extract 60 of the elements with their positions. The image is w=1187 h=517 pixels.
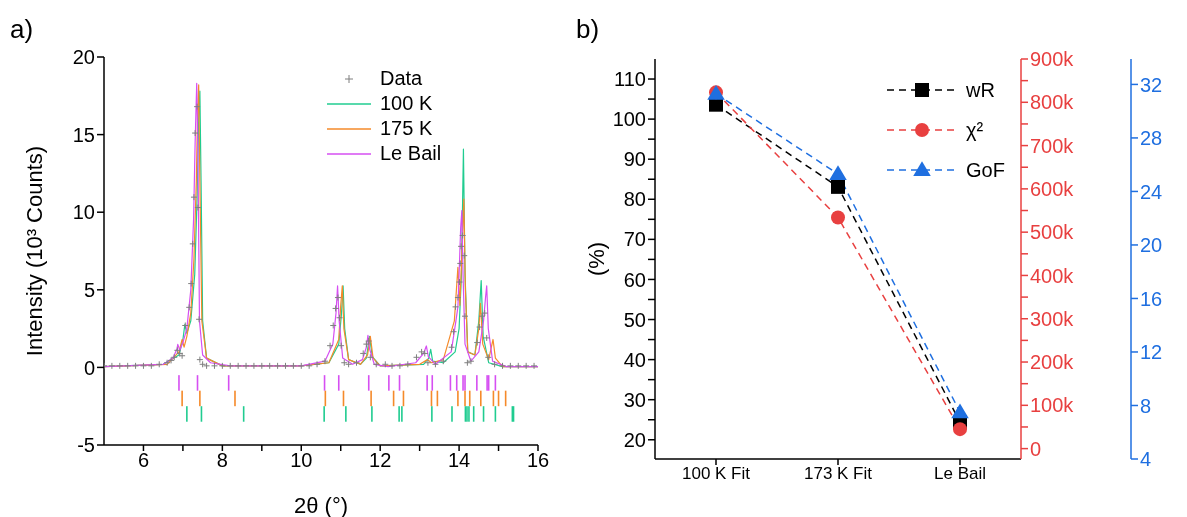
y2-tick-label: 900k [1030, 48, 1075, 71]
y-tick-label: 100 [612, 108, 646, 131]
y-tick-label: 15 [72, 123, 95, 146]
y-tick-label: 90 [623, 148, 646, 171]
y-tick-label: 110 [614, 68, 646, 91]
y3-tick-label: 28 [1140, 127, 1163, 150]
legend-label: wR [966, 78, 995, 102]
x-tick-label: 173 K Fit [803, 464, 873, 484]
legend-label: Le Bail [380, 142, 442, 165]
y-tick-label: 70 [623, 228, 646, 251]
y2-tick-label: 100k [1030, 394, 1075, 417]
y-tick-label: 20 [623, 428, 646, 451]
y-tick-label: 30 [623, 388, 646, 411]
legend-label: χ² [966, 118, 984, 142]
y2-tick-label: 400k [1030, 264, 1075, 287]
y3-tick-label: 12 [1140, 341, 1163, 364]
y3-tick-label: 16 [1140, 287, 1163, 310]
x-tick-label: 14 [447, 449, 471, 472]
y2-tick-label: 0 [1030, 437, 1042, 460]
point [951, 403, 969, 419]
y-axis-title: (%) [583, 241, 609, 277]
y2-tick-label: 600k [1030, 177, 1075, 200]
y3-tick-label: 20 [1140, 234, 1163, 257]
y-tick-label: -5 [77, 434, 95, 457]
legend-label: 100 K [380, 92, 433, 115]
y-tick-label: 50 [623, 308, 646, 331]
y-tick-label: 60 [623, 268, 646, 291]
legend-label: 175 K [380, 117, 433, 140]
y3-tick-label: 32 [1140, 73, 1163, 96]
y2-tick-label: 800k [1030, 91, 1075, 114]
y-tick-label: 40 [623, 348, 646, 371]
x-tick-label: 8 [216, 449, 228, 472]
x-tick-label: 16 [526, 449, 550, 472]
y-tick-label: 20 [72, 46, 95, 69]
x-tick-label: 12 [369, 449, 392, 472]
y2-tick-label: 500k [1030, 221, 1075, 244]
y-tick-label: 5 [83, 278, 95, 301]
legend-label: GoF [966, 158, 1005, 182]
y2-tick-label: 700k [1030, 134, 1075, 157]
x-axis-title: 2θ (°) [293, 493, 349, 517]
x-tick-label: 6 [137, 449, 150, 472]
y3-tick-label: 24 [1140, 180, 1163, 203]
y-tick-label: 0 [83, 356, 95, 379]
y3-tick-label: 4 [1140, 448, 1152, 471]
legend-label: Data [380, 67, 423, 90]
y2-tick-label: 200k [1030, 351, 1075, 374]
point [831, 179, 845, 194]
y2-tick-label: 300k [1030, 307, 1075, 330]
x-tick-label: Le Bail [934, 464, 986, 484]
y-tick-label: 80 [623, 188, 646, 211]
chart-title: a) [10, 14, 34, 45]
y3-tick-label: 8 [1140, 394, 1152, 417]
chart-title: b) [576, 14, 600, 45]
point [829, 165, 847, 180]
x-tick-label: 100 K Fit [681, 464, 751, 484]
x-tick-label: 10 [290, 449, 313, 472]
y-axis-title: Intensity (10³ Counts) [21, 145, 47, 357]
point [953, 422, 967, 437]
point [831, 210, 845, 225]
y-tick-label: 10 [72, 201, 95, 224]
